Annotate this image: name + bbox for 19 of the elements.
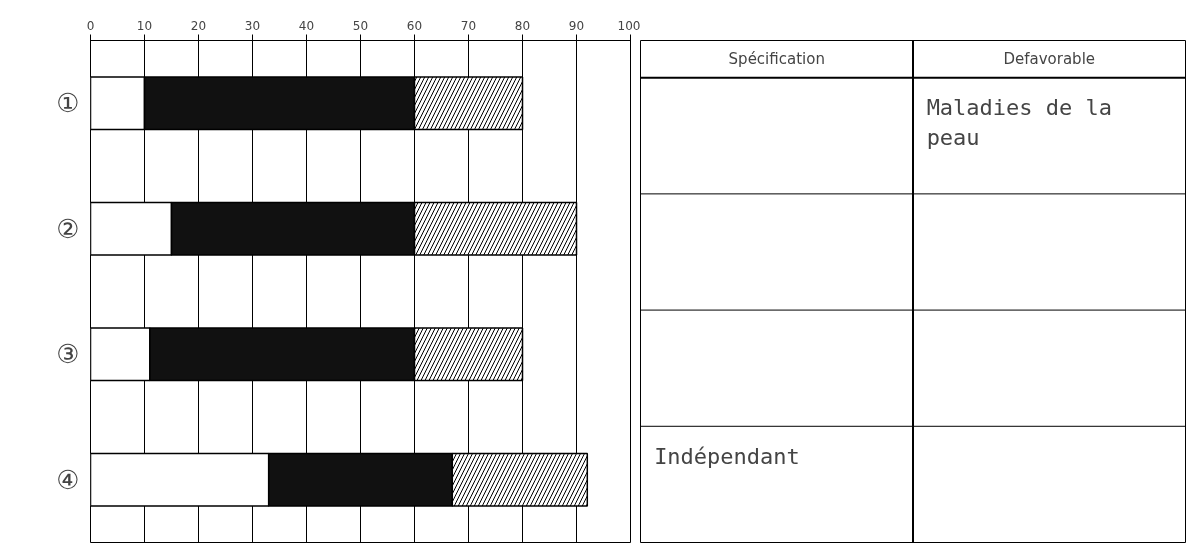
text: Defavorable bbox=[1003, 50, 1096, 69]
y-tick-label: ④ bbox=[56, 464, 80, 495]
x-tick-label: 40 bbox=[298, 18, 315, 33]
x-tick-label: 60 bbox=[406, 18, 423, 33]
x-tick-label: 20 bbox=[190, 18, 207, 33]
y-tick-label: ② bbox=[56, 213, 80, 244]
x-tick-label: 70 bbox=[460, 18, 477, 33]
y-tick-label: ③ bbox=[56, 339, 80, 370]
text: Indépendant bbox=[654, 443, 800, 469]
text: Spécification bbox=[728, 50, 825, 69]
x-tick-label: 30 bbox=[244, 18, 261, 33]
x-tick-label: 80 bbox=[514, 18, 531, 33]
x-tick-label: 100 bbox=[617, 18, 641, 33]
x-tick-label: 0 bbox=[86, 18, 95, 33]
x-tick-label: 10 bbox=[136, 18, 153, 33]
y-tick-label: ① bbox=[56, 88, 80, 119]
x-tick-label: 90 bbox=[568, 18, 585, 33]
x-tick-label: 50 bbox=[352, 18, 369, 33]
text: Maladies de la peau bbox=[926, 95, 1113, 151]
